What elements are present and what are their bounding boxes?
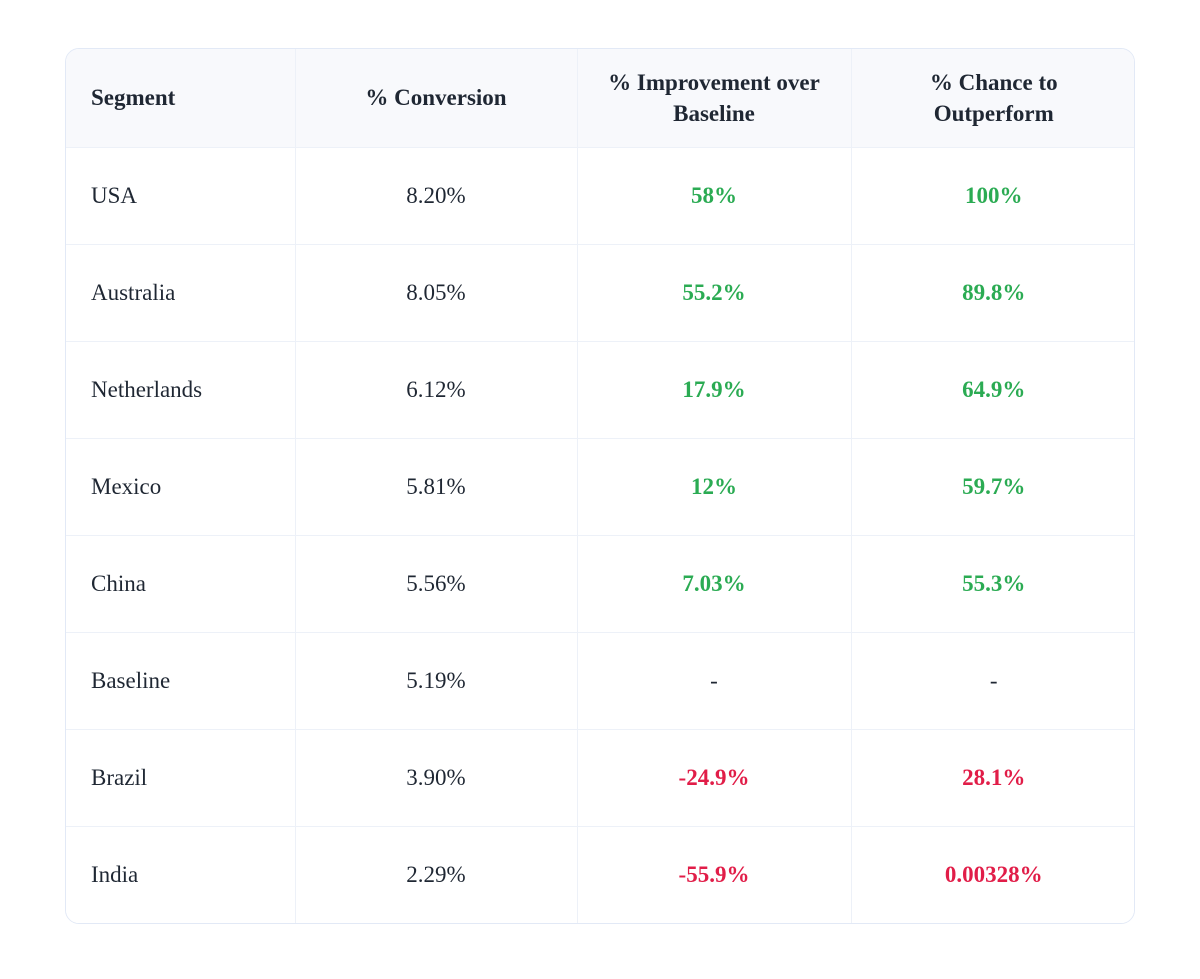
table-row: Netherlands 6.12% 17.9% 64.9% bbox=[66, 340, 1134, 438]
cell-segment: Australia bbox=[66, 243, 295, 341]
header-cell-segment: Segment bbox=[66, 49, 295, 147]
cell-chance: 28.1% bbox=[850, 728, 1134, 826]
cell-segment: India bbox=[66, 825, 295, 923]
cell-segment: Brazil bbox=[66, 728, 295, 826]
cell-chance: 64.9% bbox=[850, 340, 1134, 438]
cell-segment: USA bbox=[66, 146, 295, 244]
table-row: USA 8.20% 58% 100% bbox=[66, 146, 1134, 244]
cell-improvement: - bbox=[576, 631, 851, 729]
cell-chance: 89.8% bbox=[850, 243, 1134, 341]
cell-conversion: 5.56% bbox=[294, 534, 577, 632]
cell-chance: - bbox=[850, 631, 1134, 729]
results-table: Segment % Conversion % Improvement over … bbox=[66, 49, 1134, 923]
cell-improvement: -24.9% bbox=[576, 728, 851, 826]
table-row: Baseline 5.19% - - bbox=[66, 631, 1134, 729]
cell-segment: Mexico bbox=[66, 437, 295, 535]
cell-conversion: 8.05% bbox=[294, 243, 577, 341]
header-cell-chance: % Chance to Outperform bbox=[850, 49, 1134, 147]
table-row: China 5.56% 7.03% 55.3% bbox=[66, 534, 1134, 632]
cell-chance: 59.7% bbox=[850, 437, 1134, 535]
header-row: Segment % Conversion % Improvement over … bbox=[66, 49, 1134, 147]
cell-conversion: 5.19% bbox=[294, 631, 577, 729]
cell-improvement: 17.9% bbox=[576, 340, 851, 438]
results-table-card: Segment % Conversion % Improvement over … bbox=[65, 48, 1135, 924]
cell-improvement: 12% bbox=[576, 437, 851, 535]
cell-improvement: 58% bbox=[576, 146, 851, 244]
cell-conversion: 8.20% bbox=[294, 146, 577, 244]
table-row: Brazil 3.90% -24.9% 28.1% bbox=[66, 728, 1134, 826]
table-row: Mexico 5.81% 12% 59.7% bbox=[66, 437, 1134, 535]
cell-conversion: 2.29% bbox=[294, 825, 577, 923]
cell-segment: Baseline bbox=[66, 631, 295, 729]
cell-chance: 0.00328% bbox=[850, 825, 1134, 923]
cell-improvement: -55.9% bbox=[576, 825, 851, 923]
cell-conversion: 3.90% bbox=[294, 728, 577, 826]
cell-conversion: 5.81% bbox=[294, 437, 577, 535]
cell-improvement: 7.03% bbox=[576, 534, 851, 632]
cell-chance: 100% bbox=[850, 146, 1134, 244]
cell-conversion: 6.12% bbox=[294, 340, 577, 438]
cell-chance: 55.3% bbox=[850, 534, 1134, 632]
cell-segment: China bbox=[66, 534, 295, 632]
table-row: Australia 8.05% 55.2% 89.8% bbox=[66, 243, 1134, 341]
cell-segment: Netherlands bbox=[66, 340, 295, 438]
header-cell-conversion: % Conversion bbox=[294, 49, 577, 147]
cell-improvement: 55.2% bbox=[576, 243, 851, 341]
table-row: India 2.29% -55.9% 0.00328% bbox=[66, 825, 1134, 923]
header-cell-improvement: % Improvement over Baseline bbox=[576, 49, 851, 147]
